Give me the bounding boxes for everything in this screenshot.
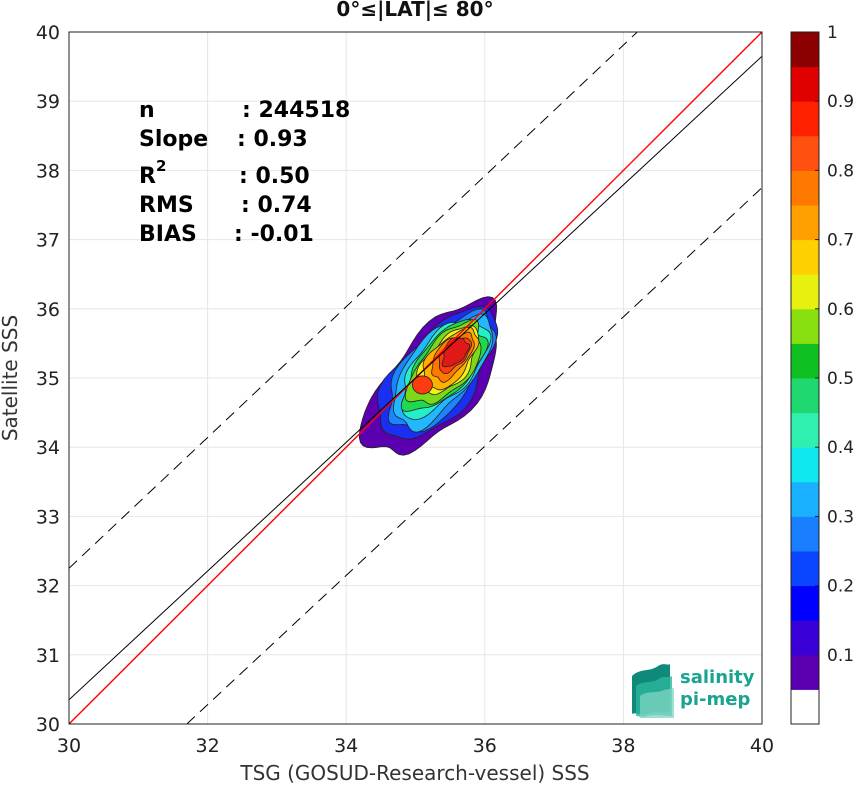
x-tick-label-0: 30 bbox=[57, 735, 81, 757]
y-axis-label: Satellite SSS bbox=[0, 315, 22, 441]
colorbar-segment-3 bbox=[791, 585, 819, 621]
colorbar bbox=[791, 32, 819, 725]
x-tick-label-5: 40 bbox=[750, 735, 774, 757]
colorbar-tick-label-5: 0.6 bbox=[827, 300, 854, 320]
colorbar-tick-label-9: 1 bbox=[827, 23, 838, 43]
x-tick-label-1: 32 bbox=[196, 735, 220, 757]
colorbar-tick-label-6: 0.7 bbox=[827, 231, 854, 251]
colorbar-segment-11 bbox=[791, 308, 819, 344]
y-tick-label-1: 31 bbox=[36, 645, 60, 667]
colorbar-segment-2 bbox=[791, 620, 819, 656]
colorbar-segment-16 bbox=[791, 135, 819, 171]
colorbar-tick-label-7: 0.8 bbox=[827, 161, 854, 181]
line-regression bbox=[69, 55, 762, 701]
logo-line1: salinity bbox=[680, 667, 755, 688]
stat-slope-value: : 0.93 bbox=[237, 127, 308, 152]
stat-r2-value: : 0.50 bbox=[239, 164, 310, 189]
stat-slope-label: Slope bbox=[139, 127, 208, 152]
stats-box: n : 244518 Slope : 0.93 R 2 : 0.50 RMS :… bbox=[139, 98, 350, 247]
stat-rms-value: : 0.74 bbox=[241, 193, 312, 218]
y-tick-label-5: 35 bbox=[36, 368, 60, 390]
density-secondary-core bbox=[412, 375, 433, 395]
y-tick-label-2: 32 bbox=[36, 576, 60, 598]
colorbar-segment-14 bbox=[791, 205, 819, 241]
stat-bias-value: : -0.01 bbox=[234, 222, 314, 247]
colorbar-segment-18 bbox=[791, 66, 819, 102]
colorbar-segment-7 bbox=[791, 447, 819, 483]
x-tick-label-4: 38 bbox=[611, 735, 635, 757]
colorbar-tick-label-2: 0.3 bbox=[827, 507, 854, 527]
stat-r2-label: R bbox=[139, 164, 156, 189]
y-tick-label-10: 40 bbox=[36, 22, 60, 44]
colorbar-segment-19 bbox=[791, 32, 819, 68]
colorbar-segment-4 bbox=[791, 551, 819, 587]
logo-line2: pi-mep bbox=[680, 689, 750, 710]
reference-lines bbox=[69, 32, 762, 724]
salinity-pi-mep-logo: salinity pi-mep bbox=[632, 664, 755, 718]
colorbar-segment-9 bbox=[791, 378, 819, 414]
x-tick-label-2: 34 bbox=[334, 735, 358, 757]
plot-frame bbox=[68, 31, 763, 725]
colorbar-segment-5 bbox=[791, 516, 819, 552]
line-lower-bound bbox=[186, 187, 762, 724]
y-tick-label-0: 30 bbox=[36, 714, 60, 736]
y-tick-label-7: 37 bbox=[36, 230, 60, 252]
stat-n-value: : 244518 bbox=[242, 98, 350, 123]
y-tick-label-4: 34 bbox=[36, 437, 60, 459]
colorbar-segment-1 bbox=[791, 654, 819, 690]
colorbar-tick-label-4: 0.5 bbox=[827, 369, 854, 389]
logo-wave-icon bbox=[632, 664, 674, 718]
stat-r2-superscript: 2 bbox=[156, 157, 166, 175]
x-tick-label-3: 36 bbox=[473, 735, 497, 757]
colorbar-segment-10 bbox=[791, 343, 819, 379]
y-tick-label-6: 36 bbox=[36, 299, 60, 321]
y-tick-labels: 30 31 32 33 34 35 36 37 38 39 40 bbox=[36, 22, 60, 736]
colorbar-tick-label-8: 0.9 bbox=[827, 92, 854, 112]
stat-rms-label: RMS bbox=[139, 193, 194, 218]
y-tick-label-9: 39 bbox=[36, 91, 60, 113]
colorbar-segment-13 bbox=[791, 239, 819, 275]
colorbar-segment-12 bbox=[791, 274, 819, 310]
colorbar-segment-15 bbox=[791, 170, 819, 206]
x-tick-labels: 30 32 34 36 38 40 bbox=[57, 735, 774, 757]
stat-bias-label: BIAS bbox=[139, 222, 197, 247]
colorbar-segment-8 bbox=[791, 412, 819, 448]
colorbar-tick-label-3: 0.4 bbox=[827, 438, 854, 458]
y-tick-label-3: 33 bbox=[36, 506, 60, 528]
colorbar-tick-labels: 0.1 0.2 0.3 0.4 0.5 0.6 0.7 0.8 0.9 1 bbox=[815, 23, 854, 666]
x-axis-label: TSG (GOSUD-Research-vessel) SSS bbox=[239, 761, 589, 785]
y-tick-label-8: 38 bbox=[36, 160, 60, 182]
stat-n-label: n bbox=[139, 98, 155, 123]
colorbar-segment-0 bbox=[791, 689, 819, 725]
line-upper-bound bbox=[69, 32, 638, 569]
colorbar-tick-label-1: 0.2 bbox=[827, 577, 854, 597]
colorbar-segment-17 bbox=[791, 101, 819, 137]
colorbar-tick-label-0: 0.1 bbox=[827, 646, 854, 666]
density-contours bbox=[358, 296, 499, 456]
chart-title: 0°≤|LAT|≤ 80° bbox=[336, 0, 493, 21]
colorbar-segment-6 bbox=[791, 481, 819, 517]
